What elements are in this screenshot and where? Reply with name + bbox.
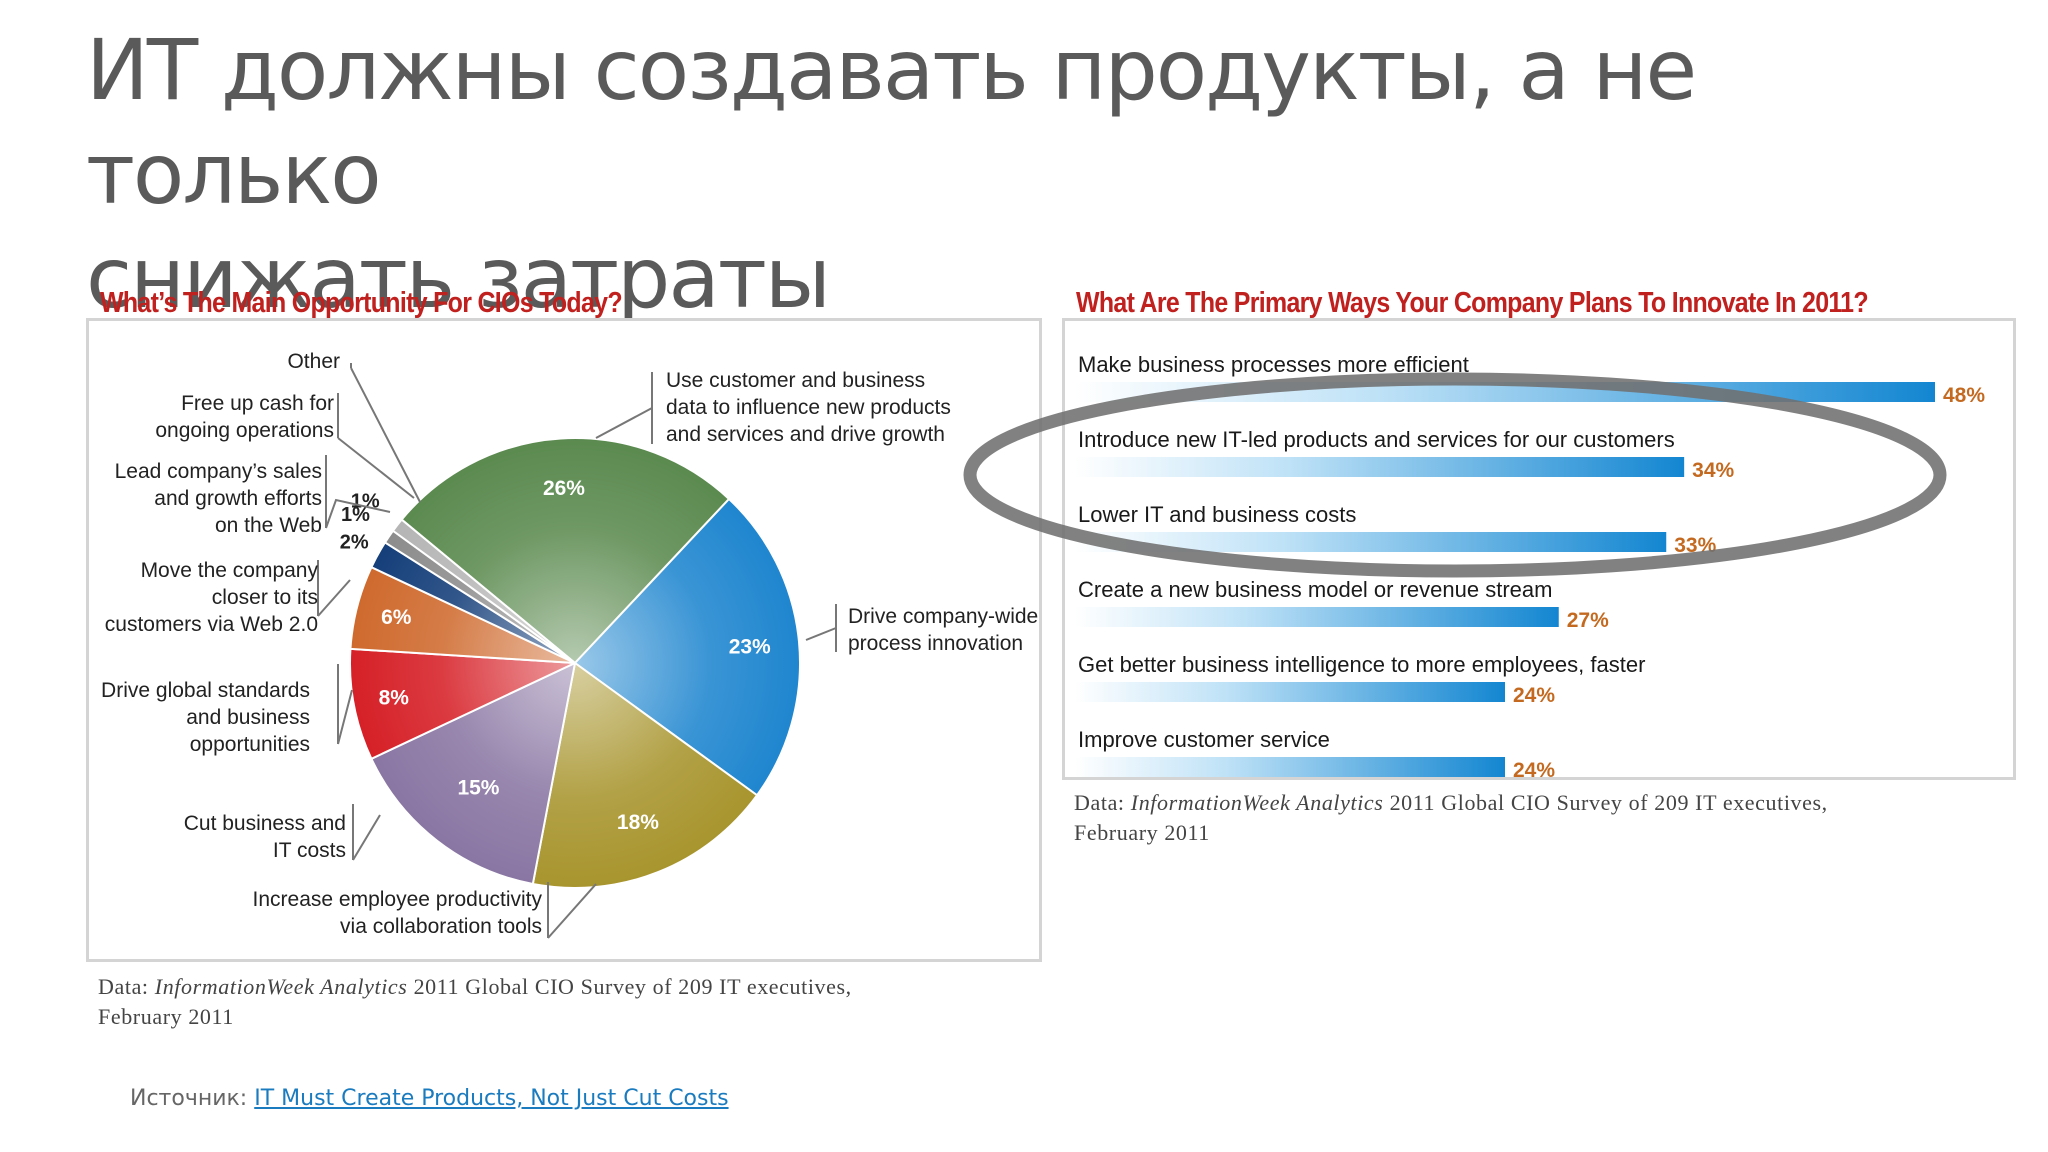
pie-label-free-cash: Free up cash for ongoing operations [155,392,334,442]
bar-4 [1075,682,1505,702]
bar-chart-title: What Are The Primary Ways Your Company P… [1076,287,1869,319]
pie-percent-4: 8% [379,687,410,710]
bar-chart-caption: Data: InformationWeek Analytics 2011 Glo… [1074,788,1828,848]
caption-date: February 2011 [98,1004,234,1029]
bar-2 [1075,532,1667,552]
caption-date: February 2011 [1074,820,1210,845]
bar-value-1: 34% [1692,459,1734,482]
pie-label-web20: Move the company closer to its customers v… [105,559,319,636]
pie-label-other: Other [287,350,340,373]
pie-percent-5: 6% [381,606,412,629]
pie-percent-3: 15% [457,776,499,799]
pie-label-cut-costs: Cut business and IT costs [184,812,346,862]
pie-category-labels: Other Free up cash for ongoing operations… [101,350,1038,938]
caption-prefix: Data: [98,974,149,999]
pie-percent-6: 2% [340,532,369,554]
bar-label-2: Lower IT and business costs [1078,502,1356,527]
pie-label-customer-data: Use customer and business data to influen… [666,369,951,446]
pie-label-global: Drive global standards and business opport… [101,679,310,756]
bar-label-4: Get better business intelligence to more… [1078,652,1645,677]
bar-value-3: 27% [1567,609,1609,632]
pie-percent-2: 18% [617,811,659,834]
bar-value-0: 48% [1943,384,1985,407]
bars: Make business processes more efficient 48… [1075,352,1985,782]
pie-chart-caption: Data: InformationWeek Analytics 2011 Glo… [98,972,852,1032]
bar-label-0: Make business processes more efficient [1078,352,1469,377]
pie-percent-1: 23% [729,635,771,658]
pie-percent-labels: 26% 23% 18% 15% 8% 6% 2% 1%1% [340,477,771,834]
bar-label-1: Introduce new IT-led products and servic… [1078,427,1675,452]
bar-label-3: Create a new business model or revenue s… [1078,577,1552,602]
source-link[interactable]: IT Must Create Products, Not Just Cut Co… [254,1086,729,1111]
bar-value-4: 24% [1513,684,1555,707]
bar-label-5: Improve customer service [1078,727,1330,752]
pie-percent-8: 1% [351,490,380,512]
bar-5 [1075,757,1505,777]
title-line-2: снижать затраты [86,229,831,327]
caption-source: InformationWeek Analytics [154,974,408,999]
pie-percent-7: 1% [341,504,370,526]
source-label: Источник: [130,1086,248,1111]
caption-rest: 2011 Global CIO Survey of 209 IT executi… [1389,790,1828,815]
pie-chart-title: What’s The Main Opportunity For CIOs Tod… [100,287,623,319]
bar-value-5: 24% [1513,759,1555,782]
pie-label-process: Drive company-wide process innovation [848,605,1038,655]
bar-3 [1075,607,1559,627]
caption-rest: 2011 Global CIO Survey of 209 IT executi… [413,974,852,999]
title-line-1: ИТ должны создавать продукты, а не тольк… [86,21,1697,223]
source-line: Источник: IT Must Create Products, Not J… [130,1086,729,1111]
pie-label-productivity: Increase employee productivity via collab… [253,888,543,938]
pie-percent-0: 26% [543,477,585,500]
caption-prefix: Data: [1074,790,1125,815]
bar-1 [1075,457,1685,477]
pie-label-web-sales: Lead company’s sales and growth efforts on… [115,460,322,537]
caption-source: InformationWeek Analytics [1130,790,1384,815]
slide-title: ИТ должны создавать продукты, а не тольк… [86,18,1986,330]
highlight-ellipse [963,372,1947,578]
pie-leader-lines [317,363,837,939]
pie-highlight [350,438,800,888]
